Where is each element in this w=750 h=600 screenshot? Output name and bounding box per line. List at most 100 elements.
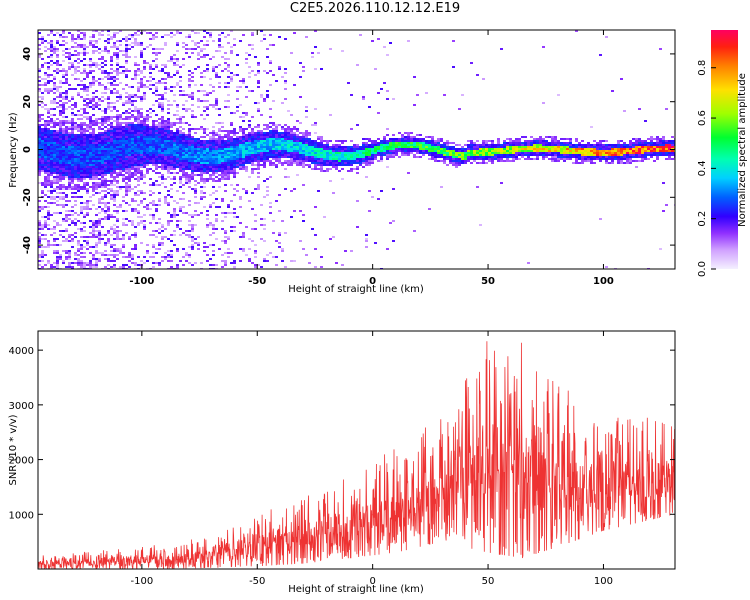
heatmap-cell (194, 140, 197, 142)
heatmap-cell (62, 32, 65, 34)
heatmap-cell (101, 152, 104, 154)
heatmap-cell (161, 174, 164, 176)
heatmap-cell (227, 42, 230, 44)
heatmap-cell (53, 196, 56, 198)
heatmap-cell (50, 148, 53, 150)
heatmap-cell (308, 148, 311, 150)
heatmap-cell (59, 146, 62, 148)
heatmap-cell (245, 134, 248, 136)
heatmap-cell (266, 154, 269, 156)
heatmap-cell (428, 152, 431, 154)
heatmap-cell (107, 96, 110, 98)
heatmap-cell (179, 164, 182, 166)
heatmap-cell (89, 164, 92, 166)
heatmap-cell (98, 200, 101, 202)
heatmap-cell (113, 84, 116, 86)
heatmap-cell (383, 46, 386, 48)
heatmap-cell (173, 160, 176, 162)
heatmap-cell (86, 188, 89, 190)
heatmap-cell (98, 32, 101, 34)
heatmap-cell (329, 160, 332, 162)
heatmap-cell (122, 154, 125, 156)
heatmap-cell (140, 138, 143, 140)
heatmap-cell (56, 150, 59, 152)
heatmap-cell (128, 172, 131, 174)
heatmap-cell (47, 150, 50, 152)
heatmap-cell (71, 154, 74, 156)
heatmap-cell (89, 148, 92, 150)
heatmap-cell (146, 110, 149, 112)
heatmap-cell (395, 152, 398, 154)
heatmap-cell (377, 112, 380, 114)
heatmap-cell (107, 180, 110, 182)
heatmap-cell (77, 176, 80, 178)
heatmap-cell (383, 148, 386, 150)
heatmap-cell (77, 186, 80, 188)
heatmap-cell (149, 168, 152, 170)
heatmap-cell (164, 178, 167, 180)
heatmap-cell (221, 170, 224, 172)
heatmap-cell (176, 164, 179, 166)
heatmap-cell (146, 116, 149, 118)
heatmap-cell (65, 238, 68, 240)
heatmap-cell (98, 186, 101, 188)
heatmap-cell (125, 168, 128, 170)
heatmap-cell (179, 220, 182, 222)
heatmap-cell (398, 150, 401, 152)
heatmap-cell (218, 174, 221, 176)
heatmap-cell (107, 42, 110, 44)
heatmap-cell (110, 152, 113, 154)
heatmap-cell (137, 112, 140, 114)
heatmap-cell (305, 160, 308, 162)
heatmap-cell (116, 132, 119, 134)
heatmap-cell (95, 226, 98, 228)
heatmap-cell (68, 266, 71, 268)
heatmap-cell (92, 188, 95, 190)
heatmap-cell (116, 40, 119, 42)
heatmap-cell (125, 192, 128, 194)
heatmap-cell (50, 138, 53, 140)
heatmap-cell (68, 152, 71, 154)
heatmap-cell (107, 162, 110, 164)
heatmap-cell (170, 164, 173, 166)
heatmap-cell (98, 184, 101, 186)
heatmap-cell (170, 124, 173, 126)
heatmap-cell (92, 178, 95, 180)
heatmap-cell (356, 166, 359, 168)
heatmap-cell (62, 160, 65, 162)
heatmap-cell (143, 122, 146, 124)
heatmap-cell (293, 152, 296, 154)
heatmap-cell (305, 142, 308, 144)
heatmap-cell (170, 122, 173, 124)
heatmap-cell (38, 152, 41, 154)
heatmap-cell (428, 144, 431, 146)
heatmap-cell (233, 144, 236, 146)
heatmap-cell (245, 52, 248, 54)
heatmap-cell (224, 172, 227, 174)
heatmap-cell (209, 36, 212, 38)
heatmap-cell (47, 120, 50, 122)
heatmap-cell (131, 154, 134, 156)
heatmap-cell (83, 236, 86, 238)
heatmap-cell (41, 146, 44, 148)
heatmap-cell (257, 188, 260, 190)
heatmap-cell (62, 108, 65, 110)
heatmap-cell (233, 162, 236, 164)
heatmap-cell (74, 140, 77, 142)
heatmap-cell (149, 132, 152, 134)
heatmap-cell (161, 236, 164, 238)
heatmap-cell (80, 150, 83, 152)
heatmap-cell (59, 196, 62, 198)
heatmap-cell (170, 146, 173, 148)
heatmap-cell (269, 34, 272, 36)
heatmap-cell (47, 108, 50, 110)
heatmap-cell (179, 178, 182, 180)
heatmap-cell (62, 196, 65, 198)
heatmap-cell (116, 226, 119, 228)
heatmap-cell (95, 46, 98, 48)
heatmap-cell (167, 108, 170, 110)
heatmap-cell (218, 248, 221, 250)
heatmap-cell (59, 156, 62, 158)
heatmap-cell (260, 132, 263, 134)
heatmap-cell (74, 68, 77, 70)
